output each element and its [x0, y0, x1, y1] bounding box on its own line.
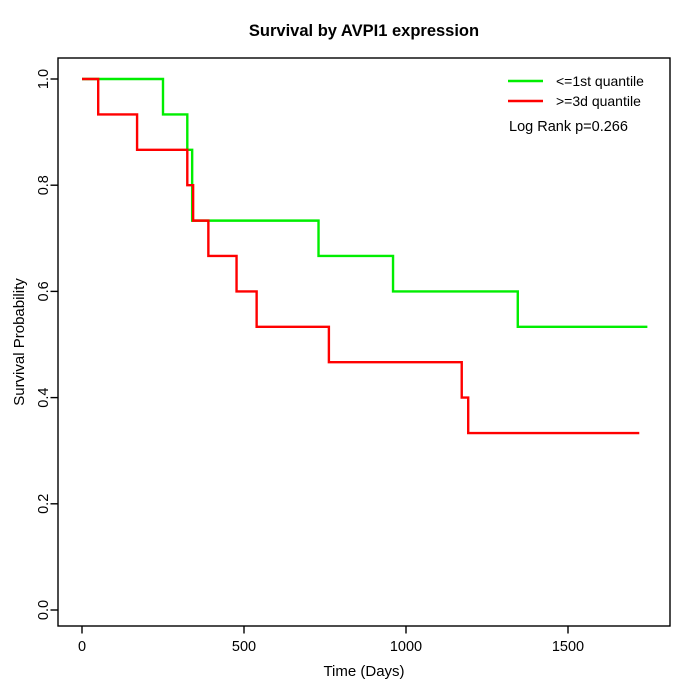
y-tick-label: 0.0	[36, 600, 52, 620]
x-tick-label: 500	[232, 639, 256, 655]
y-axis-ticks: 0.0 0.2 0.4 0.6 0.8 1.0	[36, 69, 58, 620]
legend-label-first-quantile: <=1st quantile	[556, 73, 644, 89]
km-curve-low-expression	[82, 77, 648, 329]
y-tick-label: 0.2	[36, 494, 52, 514]
chart-title: Survival by AVPI1 expression	[249, 22, 479, 40]
plot-box	[57, 57, 671, 627]
x-tick-label: 0	[78, 639, 86, 655]
log-rank-pvalue: Log Rank p=0.266	[509, 119, 628, 135]
y-tick-label: 0.8	[36, 175, 52, 195]
legend-label-third-quantile: >=3d quantile	[556, 93, 641, 109]
y-tick-label: 1.0	[36, 69, 52, 89]
y-axis-label: Survival Probability	[11, 278, 28, 406]
x-axis-ticks: 0 500 1000 1500	[78, 626, 584, 655]
y-tick-label: 0.6	[36, 281, 52, 301]
x-tick-label: 1500	[552, 639, 584, 655]
km-curve-high-expression	[82, 77, 640, 435]
x-axis-label: Time (Days)	[323, 663, 404, 680]
y-tick-label: 0.4	[36, 388, 52, 408]
x-tick-label: 1000	[390, 639, 422, 655]
legend: <=1st quantile >=3d quantile Log Rank p=…	[508, 73, 644, 135]
km-curves	[82, 77, 648, 435]
